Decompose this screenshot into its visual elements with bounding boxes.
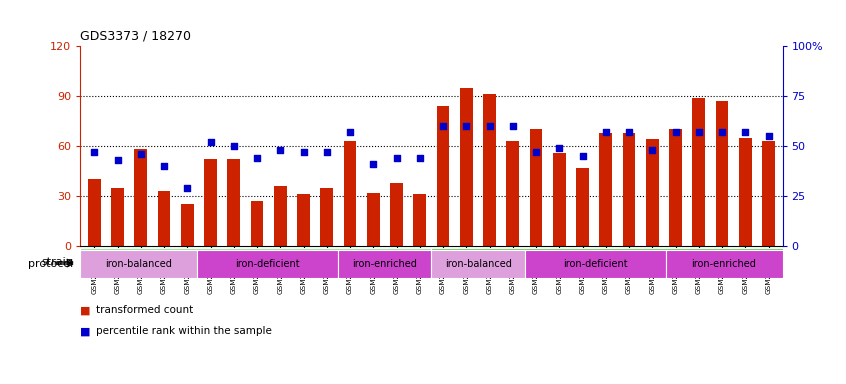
Bar (553, 152, 566, 246)
Bar (135, 149, 147, 246)
Point (180, 185, 194, 191)
Bar (483, 94, 496, 246)
Text: iron-balanced: iron-balanced (106, 259, 173, 269)
Text: ■: ■ (80, 305, 91, 315)
Text: GDS3373 / 18270: GDS3373 / 18270 (80, 29, 191, 42)
Point (599, 129, 613, 135)
Point (413, 155, 426, 161)
Point (623, 129, 636, 135)
Text: iron-balanced: iron-balanced (445, 259, 512, 269)
Point (227, 143, 240, 149)
Point (111, 157, 124, 163)
Bar (530, 129, 542, 246)
Bar (250, 201, 263, 246)
Bar (88, 179, 101, 246)
Bar (181, 204, 194, 246)
Point (552, 145, 566, 151)
Bar (414, 194, 426, 246)
Point (739, 129, 752, 135)
Point (483, 123, 497, 129)
Bar (525, 250, 666, 278)
Text: strain: strain (41, 257, 74, 267)
Text: protocol: protocol (28, 259, 74, 269)
Text: DBA/2: DBA/2 (591, 257, 623, 267)
Text: iron-deficient: iron-deficient (563, 259, 628, 269)
Point (273, 147, 287, 153)
Text: transformed count: transformed count (96, 305, 193, 315)
Bar (623, 132, 635, 246)
Bar (390, 182, 403, 246)
Point (762, 133, 776, 139)
Bar (739, 137, 752, 246)
Bar (460, 88, 473, 246)
Point (297, 149, 310, 155)
Bar (80, 248, 431, 276)
Point (157, 163, 171, 169)
Point (692, 129, 706, 135)
Bar (80, 250, 197, 278)
Point (343, 129, 357, 135)
Point (530, 149, 543, 155)
Point (716, 129, 729, 135)
Bar (693, 98, 706, 246)
Point (390, 155, 404, 161)
Point (134, 151, 147, 157)
Text: iron-enriched: iron-enriched (691, 259, 756, 269)
Bar (197, 250, 338, 278)
Point (645, 147, 659, 153)
Bar (111, 187, 124, 246)
Bar (297, 194, 310, 246)
Bar (646, 139, 659, 246)
Bar (600, 132, 613, 246)
Bar (666, 250, 783, 278)
Point (437, 123, 450, 129)
Bar (576, 167, 589, 246)
Bar (157, 191, 170, 246)
Point (506, 123, 519, 129)
Point (320, 149, 333, 155)
Point (204, 139, 217, 145)
Point (576, 153, 590, 159)
Bar (762, 141, 775, 246)
Bar (431, 248, 783, 276)
Bar (274, 186, 287, 246)
Point (250, 155, 264, 161)
Bar (204, 159, 217, 246)
Bar (669, 129, 682, 246)
Bar (228, 159, 240, 246)
Text: ■: ■ (80, 326, 91, 336)
Bar (716, 101, 728, 246)
Bar (343, 141, 356, 246)
Bar (321, 187, 333, 246)
Text: percentile rank within the sample: percentile rank within the sample (96, 326, 272, 336)
Bar (431, 250, 525, 278)
Text: iron-deficient: iron-deficient (235, 259, 300, 269)
Point (459, 123, 473, 129)
Text: iron-enriched: iron-enriched (352, 259, 417, 269)
Point (87, 149, 101, 155)
Point (366, 161, 380, 167)
Text: C57BL/6: C57BL/6 (235, 257, 277, 267)
Bar (437, 106, 449, 246)
Bar (507, 141, 519, 246)
Point (669, 129, 683, 135)
Bar (338, 250, 431, 278)
Bar (367, 192, 380, 246)
